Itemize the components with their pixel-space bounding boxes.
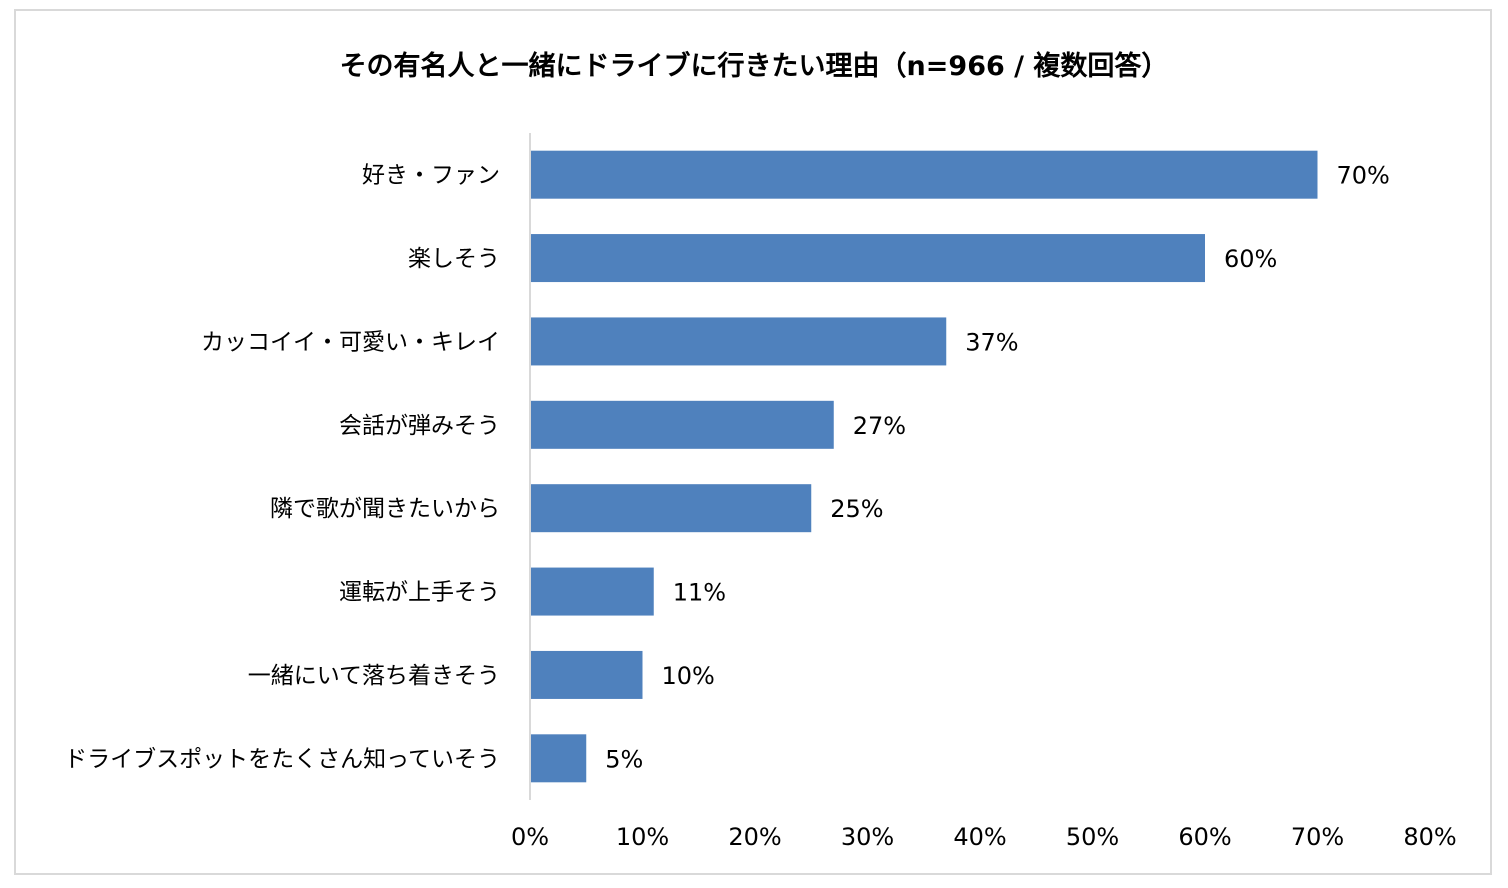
bar-4 [530, 400, 834, 449]
bar-6 [530, 567, 654, 616]
data-label-1: 70% [1337, 162, 1390, 190]
data-label-3: 37% [965, 328, 1018, 356]
bar-3 [530, 317, 947, 366]
x-tick-label-8: 70% [1291, 823, 1344, 851]
category-label-3: カッコイイ・可愛い・キレイ [201, 329, 500, 355]
bar-2 [530, 234, 1205, 283]
data-label-5: 25% [830, 495, 883, 523]
x-tick-label-4: 30% [841, 823, 894, 851]
category-label-2: 楽しそう [408, 246, 500, 272]
x-tick-label-6: 50% [1066, 823, 1119, 851]
data-label-2: 60% [1224, 245, 1277, 273]
x-tick-label-1: 0% [511, 823, 549, 851]
x-tick-label-2: 10% [616, 823, 669, 851]
category-label-5: 隣で歌が聞きたいから [270, 496, 500, 522]
x-tick-label-9: 80% [1403, 823, 1456, 851]
category-label-7: 一緒にいて落ち着きそう [248, 663, 500, 689]
x-tick-label-3: 20% [728, 823, 781, 851]
data-label-8: 5% [605, 745, 643, 773]
bar-5 [530, 484, 812, 533]
category-label-6: 運転が上手そう [339, 580, 500, 606]
bar-1 [530, 150, 1318, 199]
x-tick-label-7: 60% [1178, 823, 1231, 851]
data-label-7: 10% [662, 662, 715, 690]
data-label-4: 27% [853, 412, 906, 440]
data-label-6: 11% [673, 579, 726, 607]
x-tick-label-5: 40% [953, 823, 1006, 851]
category-label-4: 会話が弾みそう [339, 413, 500, 439]
bar-7 [530, 650, 643, 699]
chart-title: その有名人と一緒にドライブに行きたい理由（n=966 / 複数回答） [339, 51, 1169, 82]
bar-8 [530, 734, 587, 783]
category-label-8: ドライブスポットをたくさん知っていそう [64, 746, 500, 772]
category-label-1: 好き・ファン [362, 163, 500, 189]
